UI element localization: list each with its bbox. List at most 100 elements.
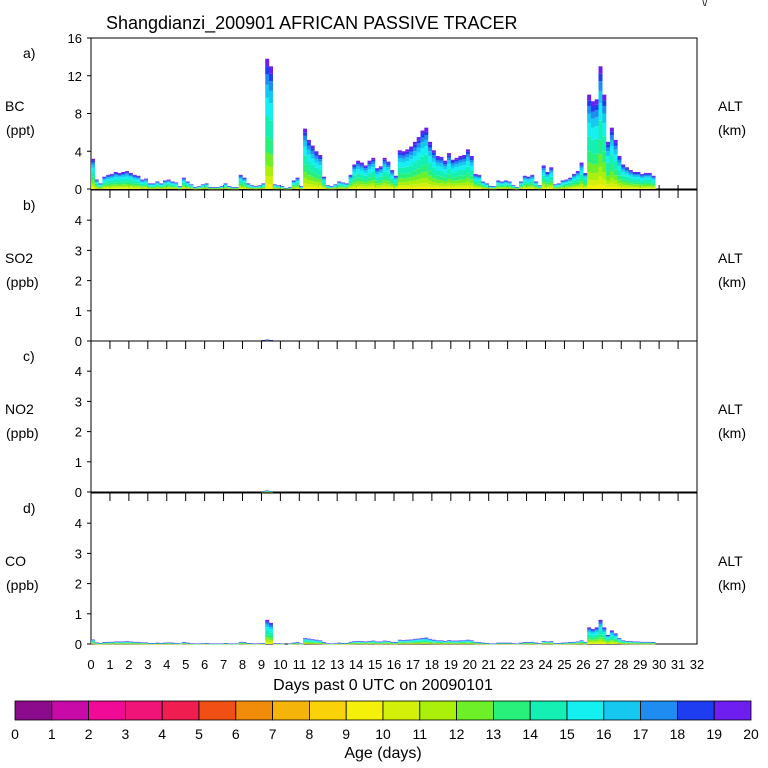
bar (340, 182, 345, 190)
bar-segment (617, 183, 622, 186)
bar-segment (352, 186, 357, 189)
bar-segment (602, 641, 607, 643)
bar-segment (91, 183, 95, 186)
bar-segment (609, 186, 614, 189)
bar (511, 643, 516, 645)
colorbar-tick-label: 2 (85, 726, 93, 742)
colorbar-tick-label: 17 (633, 726, 649, 742)
bar-segment (109, 187, 114, 189)
bar (484, 183, 489, 190)
bar-segment (568, 187, 573, 189)
bar-segment (424, 638, 429, 640)
bar-segment (337, 183, 342, 185)
bar-segment (587, 179, 592, 186)
y-tick-label: 4 (75, 213, 82, 228)
x-tick-label: 23 (519, 657, 533, 672)
bar-segment (132, 179, 137, 182)
bar-segment (348, 174, 353, 176)
bar-segment (500, 183, 505, 185)
bar (174, 643, 179, 645)
bar (602, 627, 607, 644)
bar-segment (412, 175, 417, 181)
bar (590, 101, 595, 189)
bar (147, 183, 152, 190)
bar-segment (450, 168, 455, 173)
bar-segment (125, 171, 130, 173)
bar-segment (375, 172, 380, 175)
bar-segment (397, 182, 402, 186)
bar-segment (602, 639, 607, 642)
bar-segment (117, 173, 122, 175)
bar-segment (306, 139, 311, 143)
bar-segment (598, 621, 603, 623)
bar-segment (625, 176, 630, 181)
bar-segment (500, 182, 505, 183)
bar-segment (636, 174, 641, 176)
bar-segment (420, 165, 425, 173)
bar-segment (560, 182, 565, 184)
bar-segment (643, 188, 648, 189)
bar-segment (91, 167, 95, 173)
bar-segment (303, 128, 308, 133)
bar-segment (200, 186, 205, 188)
bar-segment (621, 188, 626, 189)
bar-segment (435, 179, 440, 184)
bar (522, 175, 527, 189)
colorbar-tick-label: 5 (195, 726, 203, 742)
bar-segment (575, 178, 580, 182)
bar-segment (166, 188, 171, 189)
bar-segment (367, 186, 372, 188)
bar-segment (587, 113, 592, 123)
bar-segment (477, 185, 482, 187)
bar-segment (306, 180, 311, 185)
bar-segment (428, 147, 433, 152)
bar-segment (606, 640, 611, 642)
bar (352, 641, 357, 645)
bar (144, 642, 149, 645)
bar-segment (621, 167, 626, 170)
bar-segment (613, 638, 618, 640)
bar-segment (454, 164, 459, 168)
bar-segment (643, 177, 648, 181)
bar-segment (647, 176, 652, 178)
bar (439, 640, 444, 645)
bar-segment (647, 173, 652, 175)
bar-segment (261, 185, 266, 187)
bar-segment (200, 187, 205, 188)
bar-segment (443, 173, 448, 178)
bar-segment (367, 169, 372, 174)
bar-segment (598, 81, 603, 91)
bar-segment (371, 161, 376, 165)
bar-segment (473, 184, 478, 187)
unit-label: (ppb) (6, 577, 39, 593)
bar-segment (545, 182, 550, 185)
bar-segment (420, 186, 425, 189)
bar-segment (265, 165, 270, 176)
bar-segment (265, 627, 270, 631)
bar-segment (575, 176, 580, 179)
bar-segment (269, 90, 273, 104)
bar-segment (106, 177, 111, 180)
bar-segment (462, 185, 467, 188)
x-tick-label: 8 (239, 657, 246, 672)
bar (572, 641, 576, 645)
bar-segment (651, 181, 656, 184)
y-tick-label: 0 (75, 182, 82, 197)
bar (503, 642, 508, 645)
colorbar-swatch (198, 700, 237, 721)
bar-segment (144, 187, 149, 188)
bar-segment (397, 150, 402, 153)
bar (500, 181, 505, 189)
bar (613, 139, 618, 189)
bar-segment (174, 187, 179, 189)
bar-segment (378, 188, 383, 189)
bar (549, 167, 554, 189)
bar-segment (265, 622, 270, 625)
bar-segment (265, 136, 270, 153)
bar-segment (386, 163, 391, 165)
bar-segment (636, 172, 641, 174)
bar-segment (416, 186, 421, 189)
bar-segment (394, 178, 398, 180)
bar-segment (246, 185, 251, 187)
bar-segment (269, 629, 273, 633)
